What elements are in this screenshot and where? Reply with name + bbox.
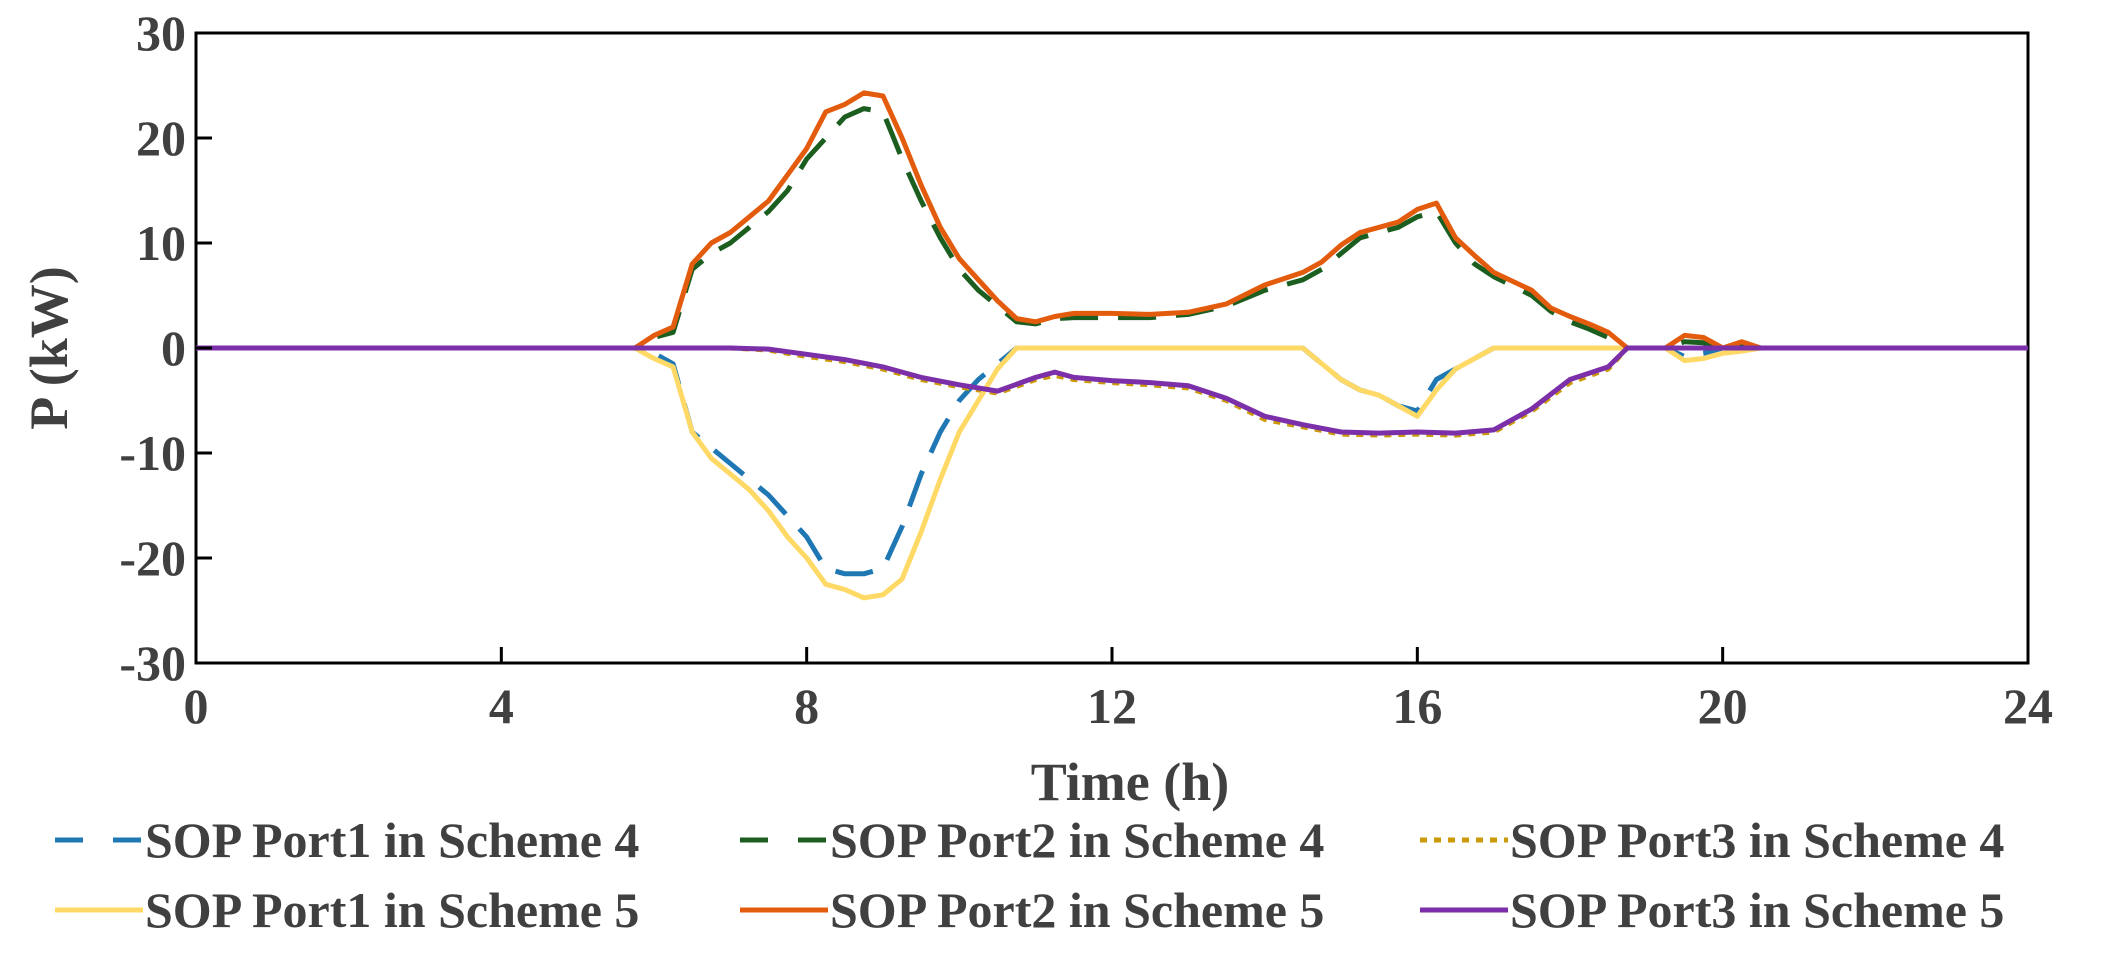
y-axis: 30 20 10 0 -10 -20 -30 bbox=[119, 5, 212, 691]
x-tick-label: 8 bbox=[794, 678, 819, 734]
y-tick-label: -20 bbox=[119, 530, 186, 586]
x-tick-label: 20 bbox=[1698, 678, 1748, 734]
legend-label-1: SOP Port1 in Scheme 4 bbox=[145, 812, 639, 868]
x-tick-label: 0 bbox=[184, 678, 209, 734]
x-tick-label: 24 bbox=[2003, 678, 2053, 734]
legend-label-4: SOP Port1 in Scheme 5 bbox=[145, 882, 639, 938]
legend-label-6: SOP Port3 in Scheme 5 bbox=[1510, 882, 2004, 938]
y-tick-label: 10 bbox=[136, 215, 186, 271]
x-tick-label: 16 bbox=[1392, 678, 1442, 734]
series-line-6 bbox=[196, 345, 2028, 436]
x-tick-label: 12 bbox=[1087, 678, 1137, 734]
y-tick-label: 0 bbox=[161, 320, 186, 376]
x-axis-title: Time (h) bbox=[1031, 752, 1230, 812]
legend-label-2: SOP Port2 in Scheme 4 bbox=[830, 812, 1324, 868]
series-layer bbox=[196, 90, 2028, 601]
series-line-3 bbox=[196, 345, 2028, 438]
legend-label-5: SOP Port2 in Scheme 5 bbox=[830, 882, 1324, 938]
legend: SOP Port1 in Scheme 4 SOP Port2 in Scheme… bbox=[55, 812, 2004, 938]
x-tick-label: 4 bbox=[489, 678, 514, 734]
series-line-4 bbox=[196, 345, 2028, 601]
y-tick-label: 20 bbox=[136, 110, 186, 166]
y-tick-label: -10 bbox=[119, 425, 186, 481]
legend-label-3: SOP Port3 in Scheme 4 bbox=[1510, 812, 2004, 868]
plot-area bbox=[194, 31, 2030, 665]
series-line-5 bbox=[196, 90, 2028, 351]
x-axis: 0 4 8 12 16 20 24 bbox=[184, 647, 2053, 734]
y-axis-title: P (kW) bbox=[19, 266, 79, 430]
y-tick-label: 30 bbox=[136, 5, 186, 61]
y-tick-label: -30 bbox=[119, 635, 186, 691]
